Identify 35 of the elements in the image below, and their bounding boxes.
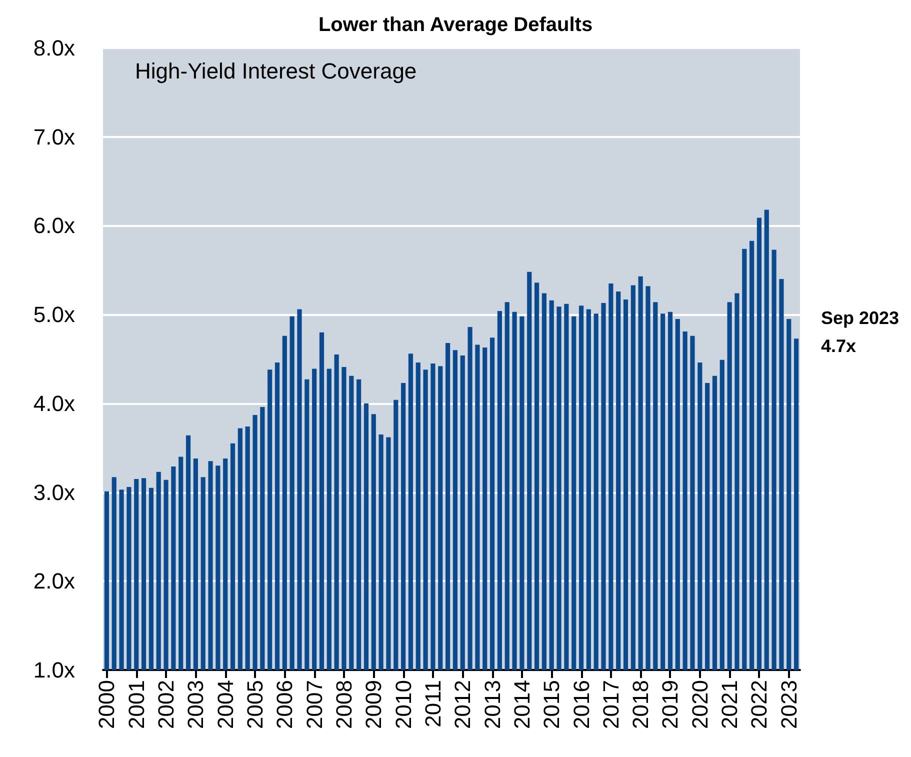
text: Sep 2023 4.7x [820,308,900,356]
x-tick-label: 2018 [628,680,654,729]
y-tick-label: 4.0x [33,390,75,416]
x-tick-label: 2022 [746,680,772,729]
x-tick-label: 2009 [361,680,386,729]
x-tick-label: 2003 [183,680,208,729]
x-tick-label: 2001 [124,680,149,729]
x-tick-label: 2000 [94,680,120,729]
x-tick-label: 2017 [598,680,624,729]
x-tick-label: 2011 [420,680,446,728]
text: High-Yield Interest Coverage [135,58,417,84]
y-tick-label: 2.0x [33,568,75,594]
y-tick-label: 3.0x [33,480,75,505]
x-tick-label: 2004 [212,680,238,729]
x-tick-label: 2008 [331,680,356,729]
y-tick-label: 8.0x [33,36,75,60]
x-tick-label: 2014 [509,680,534,729]
y-tick-label: 7.0x [33,124,75,150]
x-tick-label: 2019 [658,680,683,729]
y-tick-label: 1.0x [33,658,75,682]
x-tick-label: 2013 [480,680,505,729]
chart-title: Lower than Average Defaults [318,14,593,36]
x-tick-label: 2010 [390,680,416,729]
x-tick-label: 2020 [687,680,712,729]
x-tick-label: 2023 [776,680,802,729]
y-tick-label: 6.0x [33,213,75,238]
x-tick-label: 2005 [242,680,268,729]
x-tick-label: 2006 [272,680,298,729]
x-tick-label: 2021 [717,680,742,729]
x-tick-label: 2012 [450,680,476,729]
x-tick-label: 2002 [154,680,179,729]
x-tick-label: 2007 [302,680,327,729]
x-tick-label: 2016 [568,680,594,729]
y-tick-label: 5.0x [33,302,75,328]
x-tick-label: 2015 [539,680,564,729]
